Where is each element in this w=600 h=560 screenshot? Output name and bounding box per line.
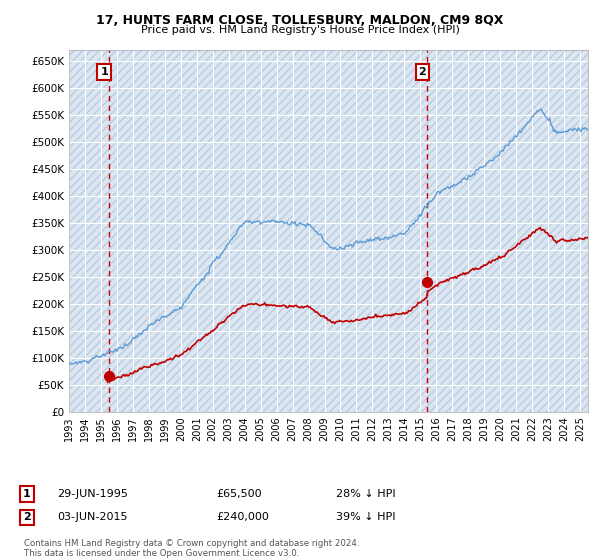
Text: £65,500: £65,500 bbox=[216, 489, 262, 499]
Text: 1: 1 bbox=[100, 67, 108, 77]
Text: £240,000: £240,000 bbox=[216, 512, 269, 522]
Text: 03-JUN-2015: 03-JUN-2015 bbox=[57, 512, 128, 522]
Text: 1: 1 bbox=[23, 489, 31, 499]
Text: Price paid vs. HM Land Registry's House Price Index (HPI): Price paid vs. HM Land Registry's House … bbox=[140, 25, 460, 35]
Text: 28% ↓ HPI: 28% ↓ HPI bbox=[336, 489, 395, 499]
Text: 39% ↓ HPI: 39% ↓ HPI bbox=[336, 512, 395, 522]
Text: 17, HUNTS FARM CLOSE, TOLLESBURY, MALDON, CM9 8QX: 17, HUNTS FARM CLOSE, TOLLESBURY, MALDON… bbox=[97, 14, 503, 27]
Text: Contains HM Land Registry data © Crown copyright and database right 2024.
This d: Contains HM Land Registry data © Crown c… bbox=[24, 539, 359, 558]
Text: 2: 2 bbox=[418, 67, 426, 77]
Text: 29-JUN-1995: 29-JUN-1995 bbox=[57, 489, 128, 499]
Text: 2: 2 bbox=[23, 512, 31, 522]
